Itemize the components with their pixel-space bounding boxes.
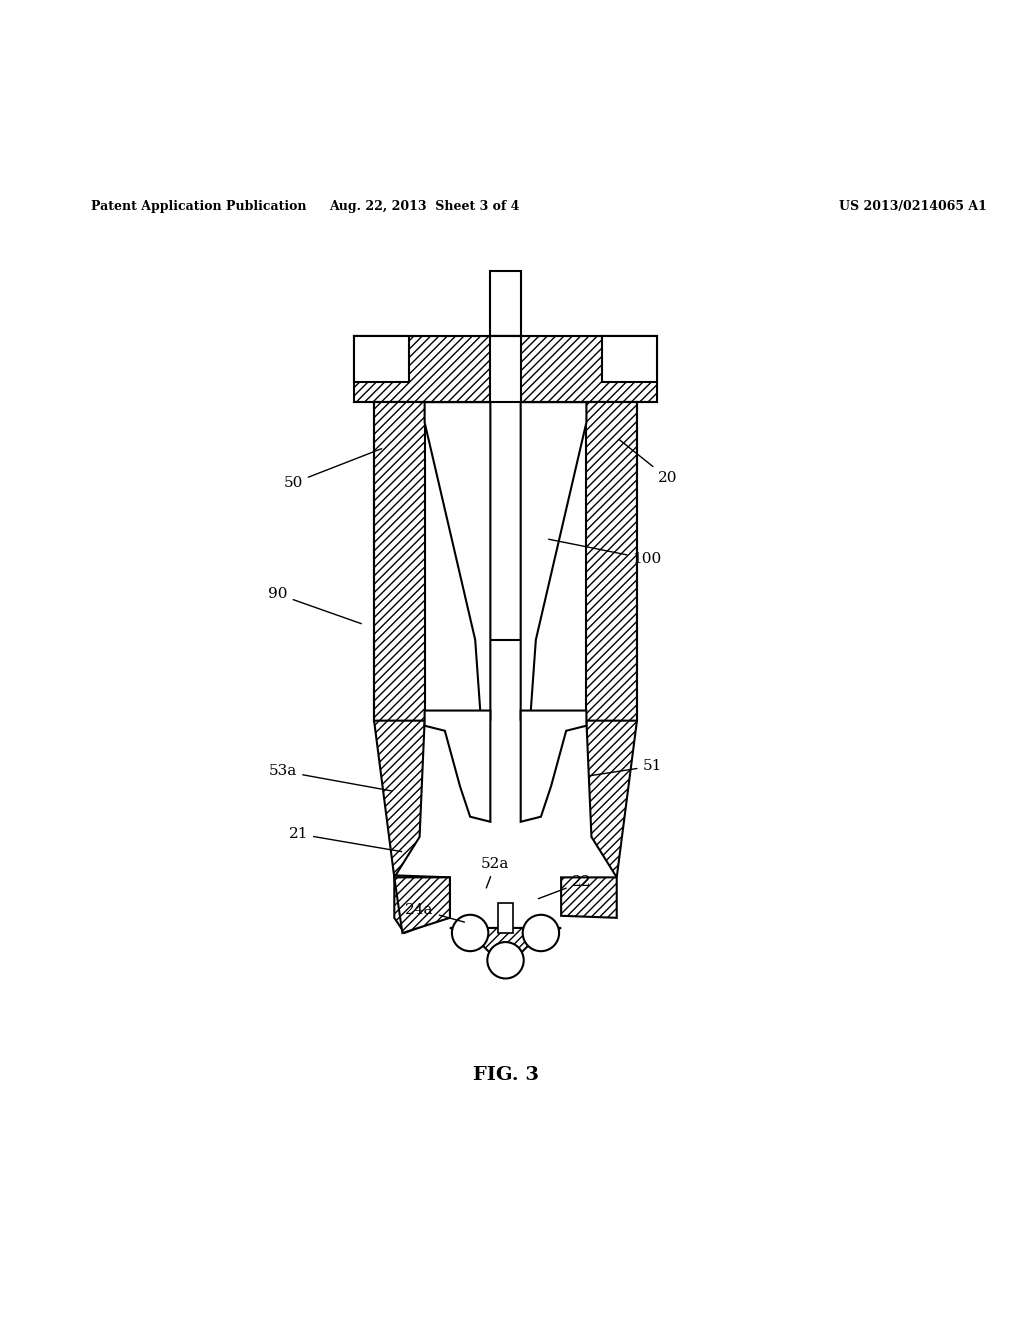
Bar (354, 337, 410, 381)
Polygon shape (374, 721, 425, 878)
Polygon shape (374, 403, 425, 721)
Text: 52a: 52a (481, 857, 510, 888)
Circle shape (452, 915, 488, 952)
Polygon shape (394, 878, 450, 933)
Text: 53a: 53a (269, 764, 391, 791)
Text: 20: 20 (618, 440, 677, 484)
Polygon shape (425, 403, 490, 721)
Polygon shape (425, 710, 490, 822)
Text: 24a: 24a (406, 903, 465, 923)
Bar (490, 271, 520, 337)
Text: 51: 51 (589, 759, 662, 776)
Text: Aug. 22, 2013  Sheet 3 of 4: Aug. 22, 2013 Sheet 3 of 4 (330, 199, 520, 213)
Text: FIG. 3: FIG. 3 (472, 1065, 539, 1084)
Text: 100: 100 (549, 540, 662, 566)
Text: Patent Application Publication: Patent Application Publication (91, 199, 306, 213)
Polygon shape (394, 875, 450, 933)
Polygon shape (587, 403, 637, 721)
Circle shape (522, 915, 559, 952)
Polygon shape (587, 721, 637, 878)
Polygon shape (520, 710, 587, 822)
Bar (499, 903, 513, 933)
Bar (354, 337, 657, 403)
Polygon shape (561, 878, 616, 917)
Text: 22: 22 (539, 875, 591, 899)
Polygon shape (450, 928, 561, 964)
Bar (601, 337, 657, 381)
Bar (490, 337, 520, 640)
Text: 90: 90 (268, 587, 361, 623)
Circle shape (487, 942, 523, 978)
Text: 50: 50 (284, 449, 382, 490)
Text: US 2013/0214065 A1: US 2013/0214065 A1 (839, 199, 987, 213)
Text: 21: 21 (289, 826, 401, 851)
Polygon shape (520, 403, 587, 721)
